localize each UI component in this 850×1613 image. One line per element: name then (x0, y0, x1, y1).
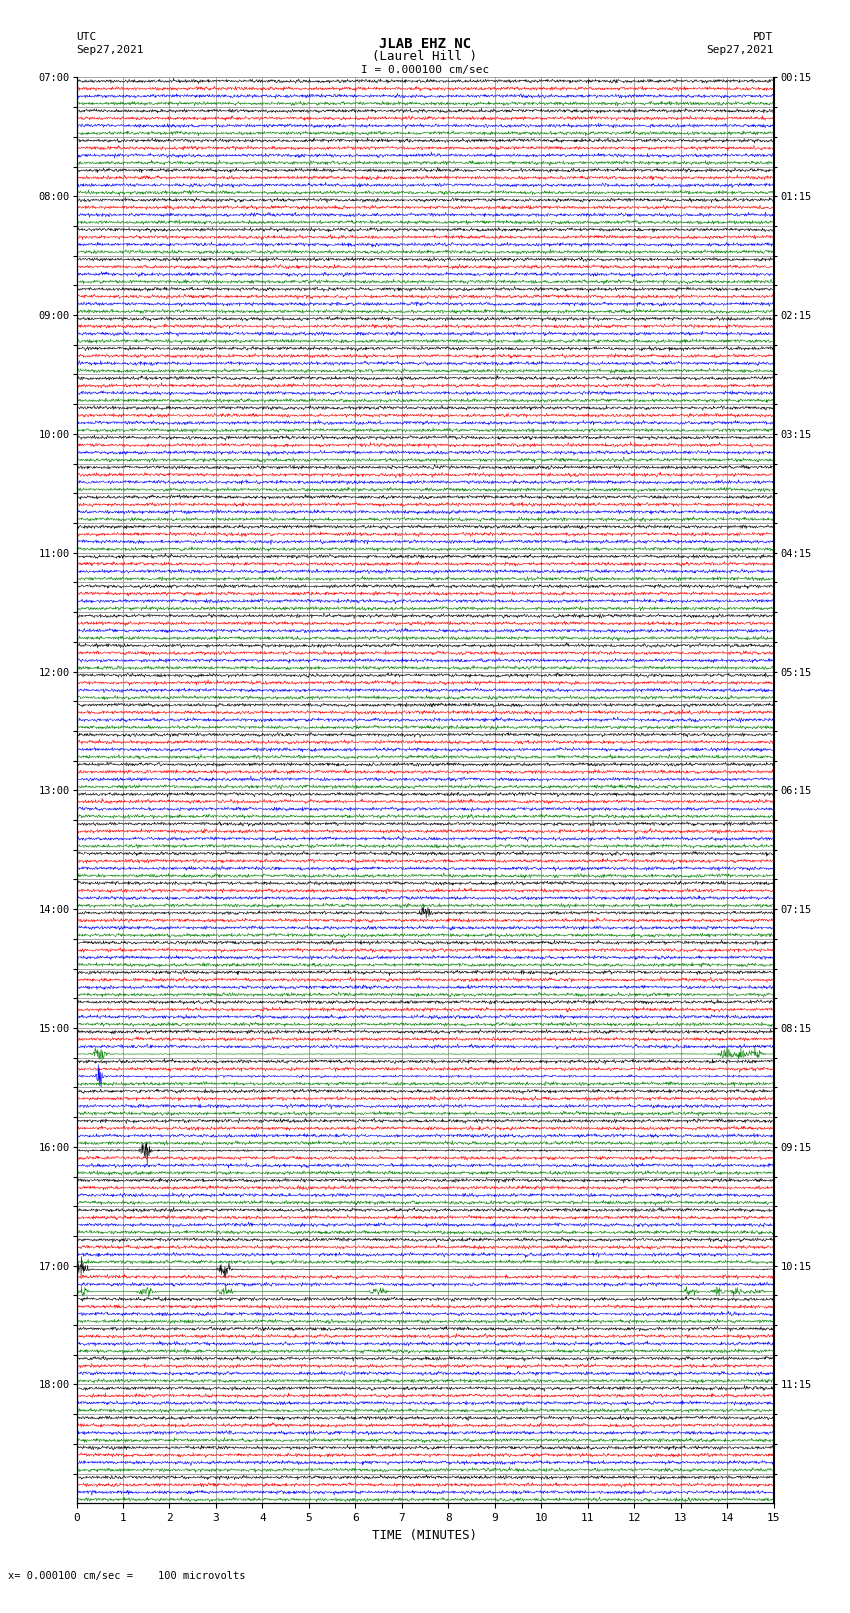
Text: PDT: PDT (753, 32, 774, 42)
Text: Sep27,2021: Sep27,2021 (706, 45, 774, 55)
Text: Sep27,2021: Sep27,2021 (76, 45, 144, 55)
Text: x= 0.000100 cm/sec =    100 microvolts: x= 0.000100 cm/sec = 100 microvolts (8, 1571, 246, 1581)
Text: (Laurel Hill ): (Laurel Hill ) (372, 50, 478, 63)
Text: I = 0.000100 cm/sec: I = 0.000100 cm/sec (361, 65, 489, 74)
Text: UTC: UTC (76, 32, 97, 42)
Text: JLAB EHZ NC: JLAB EHZ NC (379, 37, 471, 52)
X-axis label: TIME (MINUTES): TIME (MINUTES) (372, 1529, 478, 1542)
